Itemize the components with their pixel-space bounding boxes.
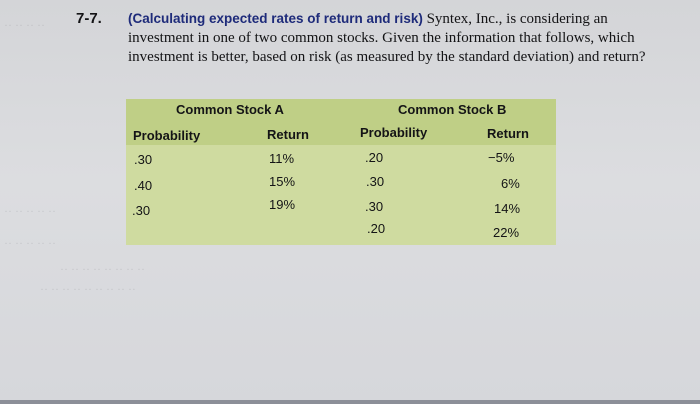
stock-b-probability-header: Probability: [360, 125, 428, 140]
stock-a-return-cell: 15%: [269, 174, 296, 189]
problem-number: 7-7.: [76, 10, 102, 27]
problem-statement: (Calculating expected rates of return an…: [128, 9, 676, 67]
problem-heading: (Calculating expected rates of return an…: [128, 11, 423, 26]
stock-a-probability-header: Probability: [133, 128, 201, 143]
stock-b-probability-cell: .20: [367, 221, 386, 236]
bleed-through-text: ·· ·· ·· ··: [4, 18, 45, 32]
stock-b-return-cell: 14%: [494, 201, 521, 216]
stock-b-return-cell: 22%: [493, 225, 520, 240]
stock-a-return-cell: 11%: [269, 151, 295, 166]
stock-b-return-header: Return: [487, 126, 529, 141]
stock-a-probability-cell: .30: [134, 152, 153, 167]
stock-a-return-header: Return: [267, 127, 309, 142]
bleed-through-text: ·· ·· ·· ·· ··: [4, 204, 56, 218]
problem-body: Syntex, Inc., is considering an investme…: [128, 11, 646, 65]
stock-b-probability-cell: .30: [365, 199, 384, 214]
stock-returns-table: Common Stock A Common Stock B Probabilit…: [126, 99, 556, 245]
stock-b-return-cell: 6%: [501, 176, 520, 191]
stock-a-title: Common Stock A: [176, 102, 284, 117]
stock-b-return-cell: −5%: [488, 150, 515, 165]
bleed-through-text: ·· ·· ·· ·· ··: [4, 236, 56, 250]
stock-b-probability-cell: .20: [365, 150, 384, 165]
stock-b-title: Common Stock B: [398, 102, 507, 117]
table-header-band: [126, 99, 556, 145]
stock-a-probability-cell: .30: [132, 203, 151, 218]
bottom-edge: [0, 400, 700, 404]
bleed-through-text: ·· ·· ·· ·· ·· ·· ·· ··: [60, 262, 145, 276]
stock-a-return-cell: 19%: [269, 197, 296, 212]
stock-a-probability-cell: .40: [134, 178, 153, 193]
stock-b-probability-cell: .30: [366, 174, 385, 189]
bleed-through-text: ·· ·· ·· ·· ·· ·· ·· ·· ··: [40, 282, 136, 296]
